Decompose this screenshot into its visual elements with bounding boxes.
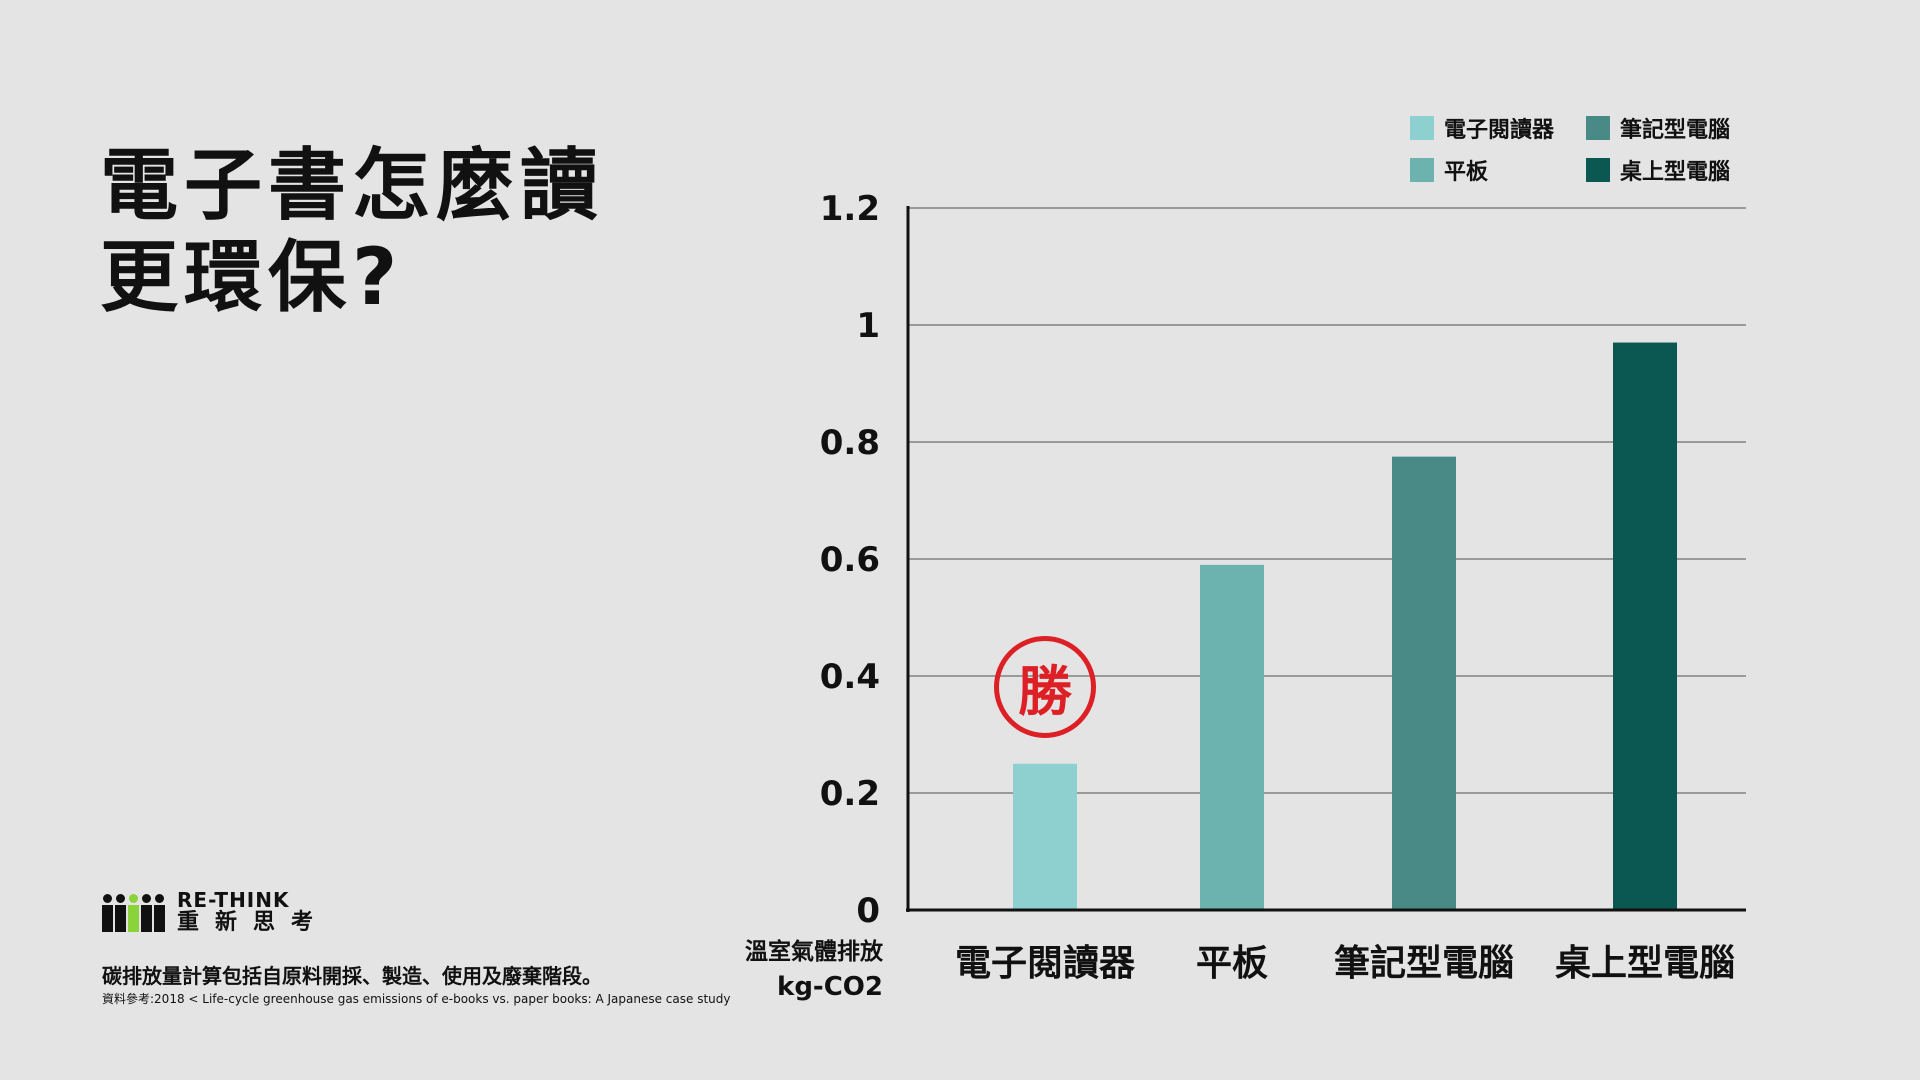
title-line-1: 電子書怎麼讀	[100, 141, 605, 231]
legend-item-tablet: 平板	[1410, 154, 1488, 186]
bar	[1613, 342, 1677, 909]
rethink-logo: RE-THINK 重新思考	[102, 890, 329, 936]
x-category-label: 桌上型電腦	[1555, 943, 1735, 984]
y-tick-label: 0	[856, 891, 880, 931]
logo-text-zh: 重新思考	[177, 910, 330, 935]
y-tick-label: 0.6	[820, 540, 880, 580]
y-axis-unit: kg-CO2	[777, 972, 883, 1002]
legend-item-e-reader: 電子閱讀器	[1410, 112, 1554, 144]
y-tick-label: 0.4	[820, 657, 880, 697]
calculation-note: 碳排放量計算包括自原料開採、製造、使用及廢棄階段。	[102, 964, 602, 988]
y-tick-label: 0.2	[820, 774, 880, 814]
winner-stamp: 勝	[994, 635, 1096, 738]
y-tick-label: 1	[856, 306, 880, 346]
x-category-label: 平板	[1196, 943, 1268, 984]
y-tick-label: 0.8	[820, 423, 880, 463]
legend-label-desktop: 桌上型電腦	[1620, 160, 1731, 185]
bar	[1392, 456, 1456, 909]
legend-swatch-e-reader	[1410, 116, 1434, 140]
bar	[1200, 564, 1264, 909]
legend-label-e-reader: 電子閱讀器	[1444, 118, 1555, 143]
legend-swatch-tablet	[1410, 158, 1434, 182]
x-category-label: 電子閱讀器	[955, 943, 1136, 984]
legend-label-laptop: 筆記型電腦	[1620, 118, 1731, 143]
title-line-2: 更環保?	[100, 233, 404, 323]
x-category-label: 筆記型電腦	[1334, 943, 1514, 984]
y-axis-unit-label: 溫室氣體排放	[745, 939, 883, 965]
legend-swatch-desktop	[1586, 158, 1610, 182]
y-tick-label: 1.2	[820, 189, 880, 229]
page-title: 電子書怎麼讀 更環保?	[100, 140, 604, 324]
logo-people-icon	[102, 894, 167, 932]
bar	[1013, 763, 1077, 909]
legend-item-laptop: 筆記型電腦	[1586, 112, 1730, 144]
legend-swatch-laptop	[1586, 116, 1610, 140]
logo-text-en: RE-THINK	[177, 888, 290, 912]
legend-label-tablet: 平板	[1444, 160, 1489, 185]
data-source: 資料參考:2018 < Life-cycle greenhouse gas em…	[102, 992, 731, 1006]
legend-item-desktop: 桌上型電腦	[1586, 154, 1730, 186]
